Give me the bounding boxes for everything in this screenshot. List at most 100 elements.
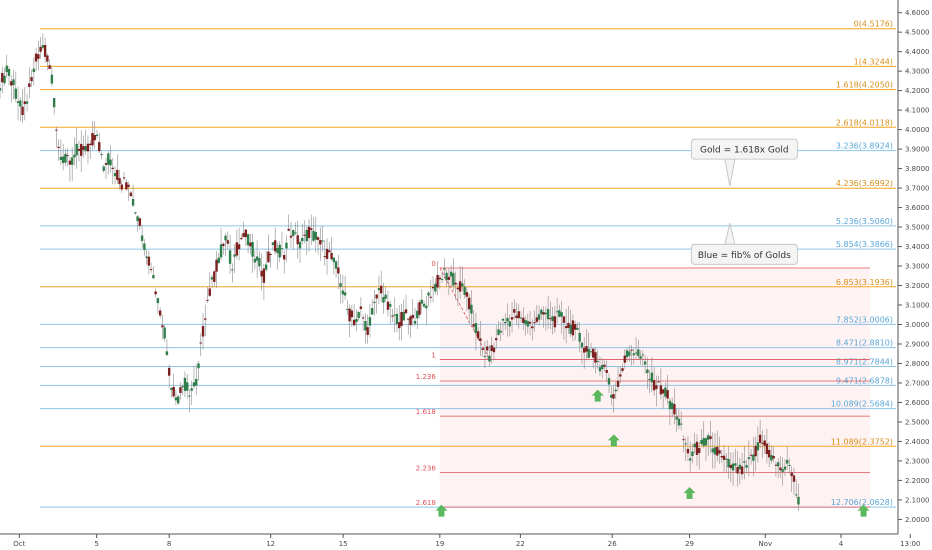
candle-body[interactable] — [526, 320, 529, 327]
candle-body[interactable] — [472, 324, 475, 327]
candle-body[interactable] — [283, 255, 286, 260]
candle-body[interactable] — [700, 440, 703, 444]
candle-body[interactable] — [343, 292, 347, 296]
candle-body[interactable] — [122, 177, 126, 179]
candle-body[interactable] — [531, 326, 534, 329]
candle-body[interactable] — [179, 387, 182, 393]
candle-body[interactable] — [237, 244, 241, 250]
candle-body[interactable] — [226, 240, 230, 244]
candle-body[interactable] — [370, 308, 374, 315]
candle-body[interactable] — [181, 386, 184, 388]
candle-body[interactable] — [357, 312, 360, 319]
candle-body[interactable] — [125, 182, 128, 190]
candle-body[interactable] — [174, 397, 178, 401]
candle-body[interactable] — [573, 324, 577, 330]
candle-body[interactable] — [740, 466, 744, 475]
candle-body[interactable] — [251, 241, 254, 257]
candle-body[interactable] — [578, 332, 581, 342]
candle-body[interactable] — [711, 448, 714, 453]
candle-body[interactable] — [186, 382, 189, 391]
candle-body[interactable] — [702, 438, 705, 446]
candle-body[interactable] — [555, 311, 559, 313]
candle-body[interactable] — [657, 381, 660, 383]
candle-body[interactable] — [330, 252, 333, 260]
candle-body[interactable] — [720, 455, 723, 458]
candle-body[interactable] — [89, 143, 92, 145]
candle-body[interactable] — [154, 291, 157, 295]
candle-body[interactable] — [235, 242, 239, 256]
candle-body[interactable] — [271, 242, 275, 245]
candle-body[interactable] — [673, 404, 676, 415]
candle-body[interactable] — [249, 242, 252, 247]
candle-body[interactable] — [691, 451, 694, 457]
candle-body[interactable] — [246, 234, 250, 246]
candle-body[interactable] — [677, 418, 681, 426]
candle-body[interactable] — [355, 318, 358, 323]
candle-body[interactable] — [413, 320, 417, 324]
candle-body[interactable] — [510, 317, 514, 320]
candle-body[interactable] — [458, 281, 462, 292]
callout-box[interactable]: Gold = 1.618x Gold — [690, 138, 798, 187]
candle-body[interactable] — [176, 396, 180, 404]
candle-body[interactable] — [716, 446, 719, 456]
candle-body[interactable] — [567, 322, 570, 328]
candle-body[interactable] — [280, 248, 284, 250]
candle-body[interactable] — [222, 243, 225, 247]
candle-body[interactable] — [375, 294, 378, 299]
candle-body[interactable] — [269, 254, 272, 256]
candle-body[interactable] — [420, 299, 423, 304]
candle-body[interactable] — [118, 178, 121, 185]
candle-body[interactable] — [107, 153, 110, 165]
candle-body[interactable] — [587, 348, 590, 358]
candle-body[interactable] — [129, 192, 133, 197]
candle-body[interactable] — [73, 154, 76, 158]
candle-body[interactable] — [156, 298, 160, 304]
candle-body[interactable] — [544, 312, 548, 315]
candle-body[interactable] — [80, 143, 83, 156]
candle-body[interactable] — [542, 312, 545, 315]
candle-body[interactable] — [506, 317, 509, 322]
candle-body[interactable] — [55, 129, 58, 131]
candle-body[interactable] — [731, 463, 735, 471]
candle-body[interactable] — [190, 388, 193, 391]
candle-body[interactable] — [41, 45, 45, 48]
candle-body[interactable] — [643, 361, 647, 365]
candle-body[interactable] — [788, 464, 791, 466]
candle-body[interactable] — [429, 296, 433, 298]
candle-body[interactable] — [260, 270, 263, 277]
candle-body[interactable] — [440, 278, 444, 280]
candle-body[interactable] — [361, 317, 365, 319]
candle-body[interactable] — [481, 348, 484, 351]
candle-body[interactable] — [558, 310, 561, 317]
candle-body[interactable] — [589, 351, 593, 353]
candle-body[interactable] — [262, 268, 266, 283]
candle-body[interactable] — [425, 305, 428, 309]
candle-body[interactable] — [795, 494, 798, 496]
candle-body[interactable] — [533, 322, 536, 324]
candle-body[interactable] — [348, 308, 351, 322]
candle-body[interactable] — [582, 347, 586, 353]
candle-body[interactable] — [528, 321, 532, 324]
candle-body[interactable] — [82, 146, 85, 150]
candle-body[interactable] — [497, 329, 500, 335]
candle-body[interactable] — [321, 240, 324, 242]
candle-body[interactable] — [646, 369, 649, 374]
candle-body[interactable] — [718, 450, 721, 454]
candle-body[interactable] — [546, 309, 550, 320]
candle-body[interactable] — [46, 55, 49, 62]
candle-body[interactable] — [452, 273, 455, 286]
candle-body[interactable] — [614, 389, 617, 392]
candle-body[interactable] — [632, 353, 636, 356]
candle-body[interactable] — [560, 312, 563, 317]
candle-body[interactable] — [188, 395, 191, 397]
candle-body[interactable] — [698, 448, 701, 453]
candle-body[interactable] — [623, 355, 626, 363]
candle-body[interactable] — [98, 142, 101, 152]
candle-body[interactable] — [244, 229, 248, 238]
candle-body[interactable] — [116, 169, 119, 180]
candle-body[interactable] — [551, 316, 554, 322]
candle-body[interactable] — [307, 226, 311, 239]
candle-body[interactable] — [70, 157, 74, 165]
candle-body[interactable] — [519, 317, 523, 319]
candle-body[interactable] — [779, 467, 782, 471]
